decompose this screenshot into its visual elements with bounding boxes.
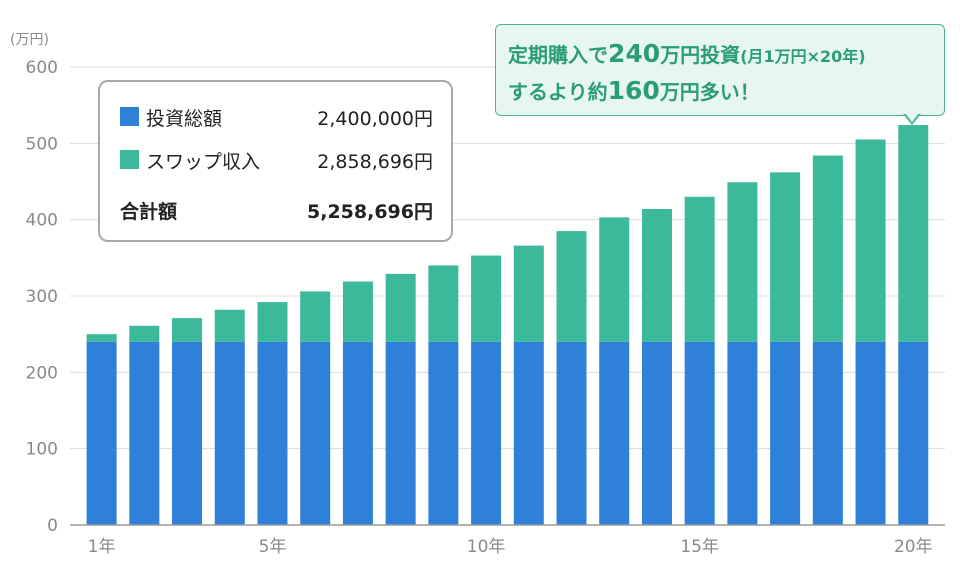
bar-swap	[855, 139, 886, 342]
bar-swap	[172, 318, 203, 342]
bar-swap	[727, 182, 758, 342]
bar-investment	[428, 341, 459, 525]
bar-investment	[385, 341, 416, 525]
callout-pointer-fill	[905, 113, 919, 122]
legend-box: 投資総額 2,400,000円 スワップ収入 2,858,696円 合計額 5,…	[98, 80, 453, 242]
bar-swap	[129, 325, 160, 342]
legend-label-total: 合計額	[120, 201, 178, 223]
y-tick-label: 200	[26, 363, 58, 383]
bar-swap	[471, 255, 502, 342]
bar-investment	[770, 341, 801, 525]
bar-investment	[172, 341, 203, 525]
y-tick-label: 400	[26, 211, 58, 231]
x-tick-label: 5年	[259, 537, 287, 557]
y-tick-label: 100	[26, 440, 58, 460]
callout-box: 定期購入で240万円投資(月1万円×20年) するより約160万円多い！	[495, 24, 945, 116]
bar-investment	[513, 341, 544, 525]
bar-swap	[641, 208, 672, 342]
bar-investment	[342, 341, 373, 525]
bar-swap	[513, 245, 544, 342]
legend-item-investment: 投資総額 2,400,000円	[120, 102, 433, 132]
y-tick-label: 300	[26, 287, 58, 307]
legend-value-total: 5,258,696円	[307, 201, 433, 223]
callout-text: するより約	[508, 80, 608, 104]
bar-investment	[855, 341, 886, 525]
bar-investment	[556, 341, 587, 525]
x-tick-label: 15年	[680, 537, 719, 557]
legend-label-swap: スワップ収入	[146, 151, 261, 173]
bar-investment	[300, 341, 331, 525]
bar-investment	[86, 341, 117, 525]
callout-line-1: 定期購入で240万円投資(月1万円×20年)	[508, 39, 866, 68]
legend-label-investment: 投資総額	[146, 108, 223, 130]
callout-note: (月1万円×20年)	[740, 47, 866, 66]
bar-swap	[300, 291, 331, 342]
bar-swap	[898, 125, 929, 342]
bar-investment	[684, 341, 715, 525]
callout-number: 240	[608, 39, 661, 68]
bar-swap	[556, 231, 587, 342]
bar-investment	[129, 341, 160, 525]
y-tick-label: 500	[26, 134, 58, 154]
legend-swatch-swap	[120, 150, 139, 169]
bar-investment	[812, 341, 843, 525]
bars	[86, 125, 929, 525]
callout-line-2: するより約160万円多い！	[508, 76, 760, 105]
bar-investment	[214, 341, 245, 525]
bar-swap	[385, 273, 416, 342]
legend-value-investment: 2,400,000円	[317, 108, 433, 130]
bar-investment	[599, 341, 630, 525]
bar-swap	[214, 309, 245, 342]
bar-swap	[342, 281, 373, 342]
bar-investment	[257, 341, 288, 525]
callout-text: 定期購入で	[508, 43, 608, 67]
bar-swap	[770, 172, 801, 342]
x-tick-label: 1年	[88, 537, 116, 557]
bar-swap	[86, 334, 117, 342]
bar-investment	[641, 341, 672, 525]
bar-swap	[812, 155, 843, 342]
bar-swap	[599, 217, 630, 342]
bar-swap	[257, 302, 288, 342]
y-tick-label: 600	[26, 58, 58, 78]
axes: 0 100 200 300 400 500 600 1年 5年 10年 15年 20年	[26, 58, 945, 557]
callout-number: 160	[607, 76, 660, 105]
bar-swap	[428, 265, 459, 342]
legend-value-swap: 2,858,696円	[317, 151, 433, 173]
bar-investment	[727, 341, 758, 525]
legend-swatch-investment	[120, 107, 139, 126]
y-unit-label: (万円)	[10, 32, 49, 48]
callout-text: 万円多い！	[659, 80, 760, 104]
x-tick-label: 10年	[467, 537, 506, 557]
y-tick-label: 0	[47, 516, 58, 536]
bar-investment	[898, 341, 929, 525]
bar-swap	[684, 196, 715, 342]
legend-item-swap: スワップ収入 2,858,696円	[120, 145, 433, 175]
legend-item-total: 合計額 5,258,696円	[120, 195, 433, 225]
callout-text: 万円投資	[660, 43, 741, 67]
x-tick-label: 20年	[894, 537, 933, 557]
bar-investment	[471, 341, 502, 525]
